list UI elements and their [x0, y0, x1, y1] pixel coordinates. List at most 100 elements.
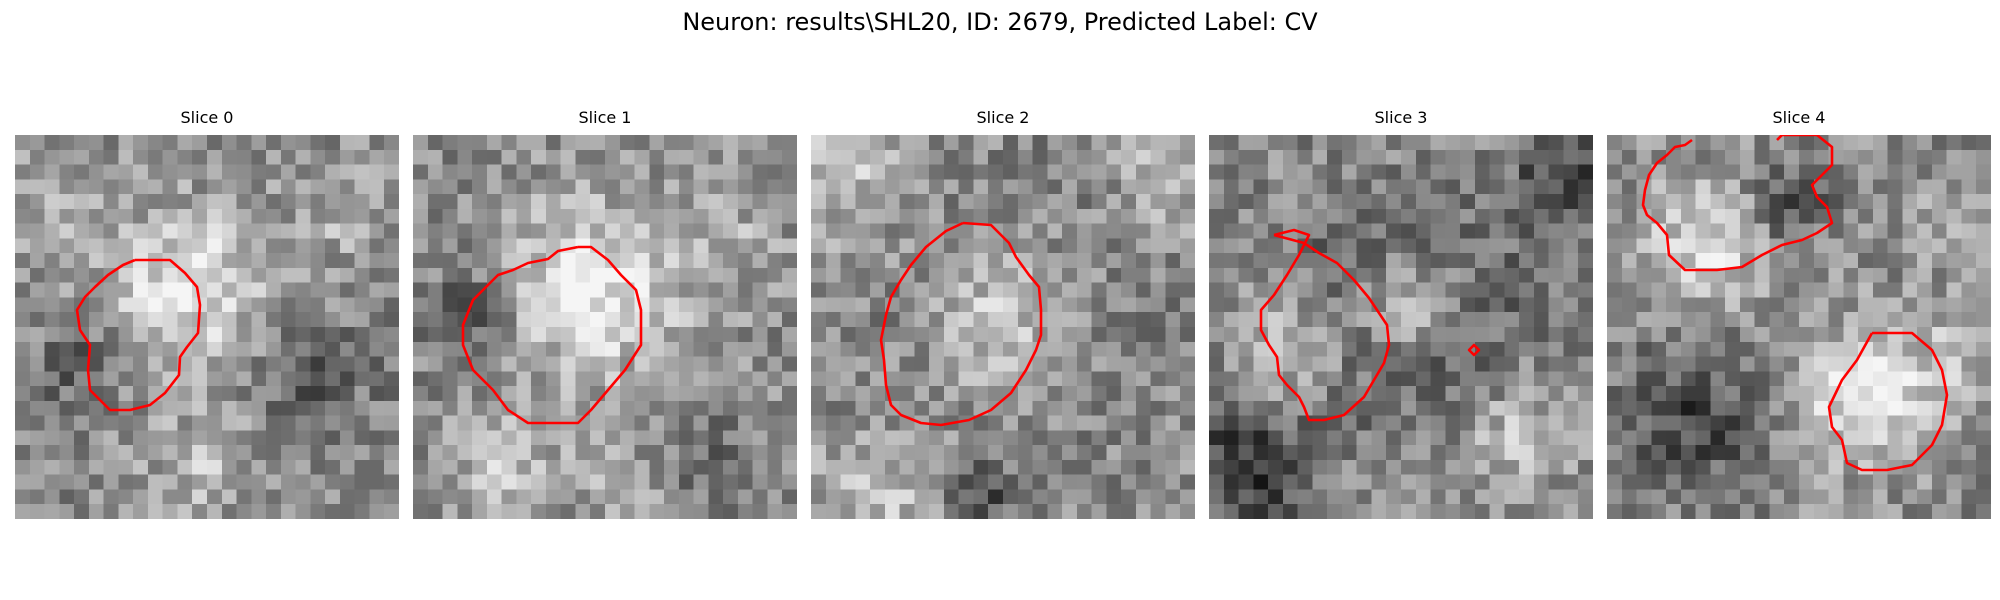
pixel [737, 371, 754, 387]
pixel [723, 267, 739, 284]
pixel [1858, 504, 1874, 519]
pixel [354, 445, 371, 461]
pixel [825, 504, 842, 519]
pixel [884, 238, 901, 254]
pixel [855, 312, 871, 328]
pixel [899, 164, 915, 180]
pixel [988, 445, 1004, 461]
pixel [619, 459, 636, 476]
pixel [1621, 179, 1638, 195]
pixel [1091, 489, 1107, 505]
pixel [486, 135, 503, 151]
pixel [1636, 341, 1652, 358]
pixel [1621, 356, 1638, 372]
pixel [1578, 474, 1593, 491]
pixel [914, 474, 930, 491]
pixel [1238, 194, 1254, 210]
pixel [973, 327, 989, 343]
pixel [369, 371, 385, 387]
pixel [1460, 194, 1476, 210]
pixel [325, 400, 341, 417]
pixel [339, 194, 356, 210]
pixel [1209, 135, 1225, 151]
pixel [1519, 371, 1535, 387]
pixel [1223, 312, 1240, 328]
pixel [1106, 327, 1122, 343]
pixel [1150, 489, 1167, 505]
pixel [545, 400, 562, 417]
pixel [1091, 135, 1107, 151]
pixel [1121, 267, 1137, 284]
pixel [782, 474, 797, 491]
pixel [1474, 312, 1491, 328]
pixel [884, 164, 901, 180]
pixel [59, 430, 75, 446]
pixel [1946, 327, 1963, 343]
pixel [207, 135, 223, 151]
pixel [1710, 386, 1726, 402]
pixel [1621, 135, 1638, 151]
pixel [192, 430, 208, 446]
pixel [280, 489, 297, 505]
pixel [1223, 489, 1240, 505]
pixel [988, 312, 1004, 328]
pixel [162, 459, 179, 476]
pixel [325, 327, 341, 343]
pixel [531, 341, 547, 358]
pixel [811, 282, 827, 299]
pixel [737, 504, 754, 519]
pixel [486, 430, 503, 446]
pixel [575, 430, 591, 446]
pixel [767, 356, 783, 372]
pixel [1578, 297, 1593, 313]
pixel [1976, 415, 1991, 431]
pixel [1563, 445, 1579, 461]
pixel [1563, 489, 1579, 505]
pixel [1047, 164, 1063, 180]
pixel [1047, 208, 1063, 225]
pixel [708, 208, 724, 225]
pixel [1858, 267, 1874, 284]
pixel [44, 179, 60, 195]
pixel [767, 386, 783, 402]
pixel [1946, 489, 1963, 505]
pixel [693, 415, 709, 431]
pixel [177, 238, 193, 254]
pixel [1091, 371, 1107, 387]
pixel [1578, 371, 1593, 387]
pixel [516, 341, 532, 358]
pixel [457, 386, 473, 402]
pixel [958, 208, 975, 225]
pixel [1887, 445, 1903, 461]
pixel [1902, 149, 1918, 166]
pixel [88, 238, 105, 254]
pixel [1710, 341, 1726, 358]
pixel [177, 400, 193, 417]
pixel [103, 179, 119, 195]
pixel [1504, 504, 1520, 519]
pixel [575, 208, 591, 225]
pixel [192, 327, 208, 343]
pixel [649, 459, 665, 476]
pixel [1356, 445, 1373, 461]
pixel [767, 238, 783, 254]
pixel [678, 371, 695, 387]
pixel [1209, 327, 1225, 343]
pixel [560, 238, 577, 254]
pixel [1474, 445, 1491, 461]
pixel [501, 238, 517, 254]
pixel [1680, 430, 1697, 446]
pixel [384, 430, 399, 446]
pixel [767, 223, 783, 239]
pixel [929, 179, 945, 195]
pixel [1062, 327, 1078, 343]
pixel [767, 430, 783, 446]
pixel [899, 430, 915, 446]
pixel [251, 459, 267, 476]
pixel [531, 194, 547, 210]
pixel [1415, 445, 1432, 461]
pixel [486, 253, 503, 269]
pixel [678, 267, 695, 284]
pixel [221, 415, 238, 431]
pixel [855, 297, 871, 313]
